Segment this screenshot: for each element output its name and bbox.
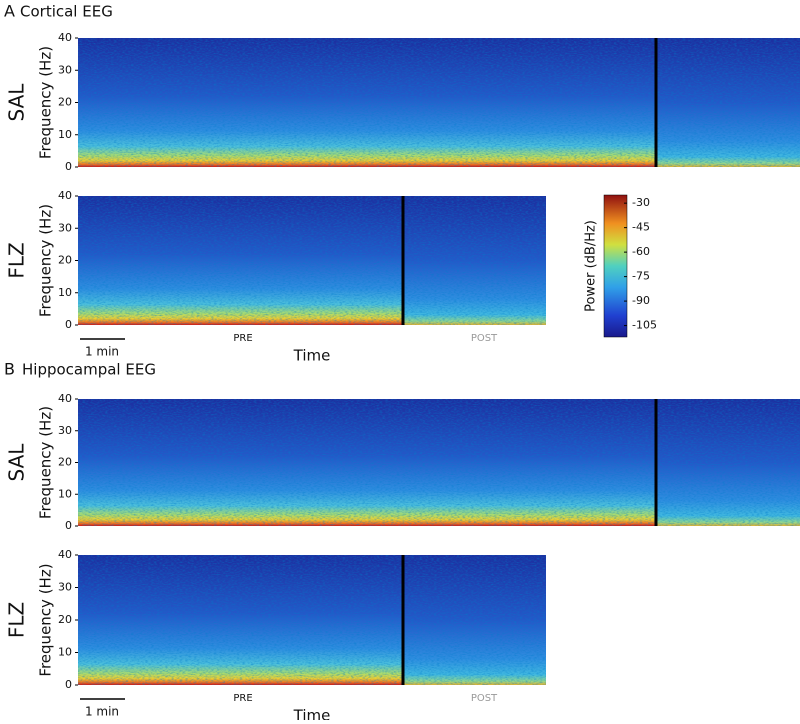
group-label: SAL xyxy=(5,443,29,482)
y-tick-label: 0 xyxy=(65,160,72,173)
y-axis-label: Frequency (Hz) xyxy=(37,563,55,676)
spectrogram-texture xyxy=(78,196,546,325)
colorbar-tick-label: -75 xyxy=(632,270,650,283)
group-label: FLZ xyxy=(5,242,29,278)
y-tick-label: 0 xyxy=(65,519,72,532)
scale-bar-label: 1 min xyxy=(85,345,119,359)
colorbar-tick-label: -30 xyxy=(632,196,650,209)
phase-label: POST xyxy=(471,333,498,344)
y-tick-label: 30 xyxy=(58,63,72,76)
group-label: FLZ xyxy=(5,602,29,638)
spectrogram-texture xyxy=(78,38,800,167)
y-tick-label: 10 xyxy=(58,646,72,659)
colorbar-tick-label: -90 xyxy=(632,294,650,307)
y-tick-label: 20 xyxy=(58,613,72,626)
y-axis-label: Frequency (Hz) xyxy=(37,204,55,317)
y-axis-label: Frequency (Hz) xyxy=(37,46,55,159)
y-tick-label: 10 xyxy=(58,128,72,141)
panel-title: Cortical EEG xyxy=(20,3,113,21)
y-tick-label: 20 xyxy=(58,254,72,267)
y-tick-label: 30 xyxy=(58,581,72,594)
colorbar-tick-label: -45 xyxy=(632,221,650,234)
x-axis-label: Time xyxy=(293,707,331,721)
x-axis-label: Time xyxy=(293,347,331,365)
y-axis-label: Frequency (Hz) xyxy=(37,406,55,519)
y-tick-label: 20 xyxy=(58,456,72,469)
phase-label: POST xyxy=(471,693,498,704)
y-tick-label: 10 xyxy=(58,487,72,500)
y-tick-label: 30 xyxy=(58,221,72,234)
y-tick-label: 40 xyxy=(58,392,72,405)
y-tick-label: 0 xyxy=(65,318,72,331)
y-tick-label: 40 xyxy=(58,189,72,202)
scale-bar-label: 1 min xyxy=(85,705,119,719)
phase-label: PRE xyxy=(233,693,252,704)
y-tick-label: 20 xyxy=(58,96,72,109)
y-tick-label: 40 xyxy=(58,548,72,561)
colorbar-label: Power (dB/Hz) xyxy=(584,220,599,312)
spectrogram-texture xyxy=(78,399,800,526)
panel-letter: B xyxy=(4,360,15,379)
y-tick-label: 40 xyxy=(58,31,72,44)
y-tick-label: 30 xyxy=(58,424,72,437)
panel-title: Hippocampal EEG xyxy=(22,361,156,379)
y-tick-label: 10 xyxy=(58,286,72,299)
y-tick-label: 0 xyxy=(65,678,72,691)
colorbar xyxy=(603,194,628,338)
panel-letter: A xyxy=(4,2,15,21)
group-label: SAL xyxy=(5,83,29,122)
phase-label: PRE xyxy=(233,333,252,344)
spectrogram-texture xyxy=(78,555,546,685)
colorbar-tick-label: -60 xyxy=(632,245,650,258)
colorbar-tick-label: -105 xyxy=(632,319,657,332)
